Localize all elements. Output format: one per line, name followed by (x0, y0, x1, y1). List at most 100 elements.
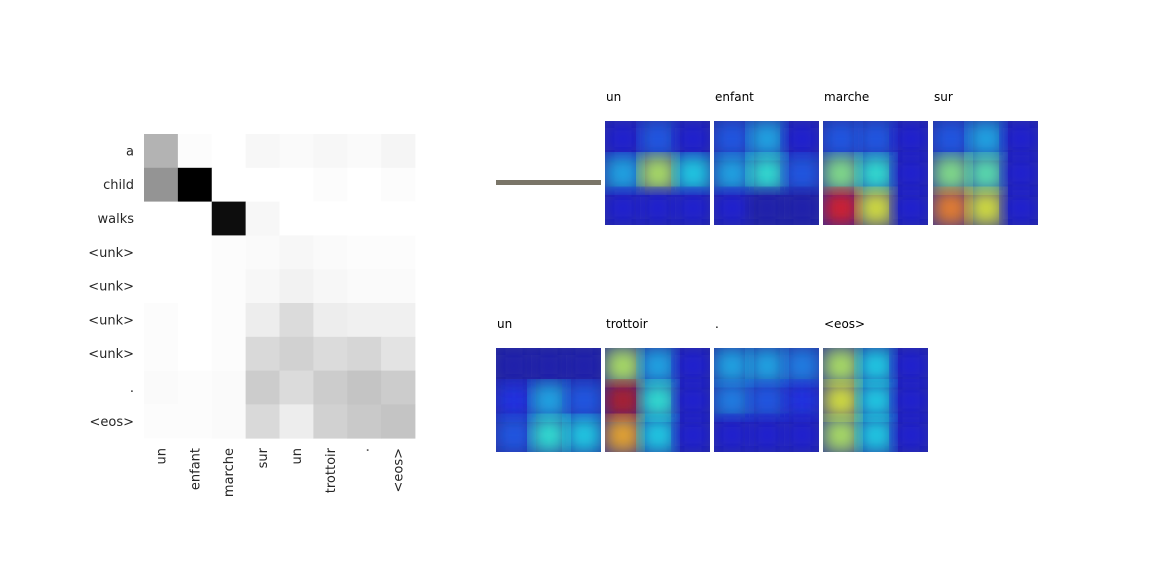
heatmap-cell (245, 404, 280, 439)
heatmap-cell (211, 235, 247, 270)
heatmap-cell (313, 336, 348, 371)
attention-cell (784, 348, 819, 384)
attention-map-tile (714, 121, 819, 225)
attention-cell (749, 382, 785, 419)
row-tick-label: child (103, 178, 134, 193)
attention-cell (823, 382, 859, 419)
attention-cell (784, 121, 819, 157)
attention-cell (823, 348, 859, 384)
heatmap-cell (347, 134, 382, 169)
attention-cell (893, 417, 928, 452)
heatmap-cell (381, 303, 416, 338)
heatmap-cell (313, 235, 348, 270)
row-tick-label: <unk> (88, 313, 134, 328)
attention-map-tile (823, 348, 928, 452)
heatmap-cell (313, 303, 348, 338)
attention-cell (749, 121, 785, 157)
attention-cell (1003, 190, 1038, 225)
heatmap-cell (177, 404, 213, 439)
heatmap-cell (177, 235, 213, 270)
attention-cell (858, 348, 894, 384)
heatmap-cell (313, 167, 348, 202)
heatmap-cell (211, 370, 247, 405)
heatmap-cell (144, 370, 179, 405)
attention-cell (893, 155, 928, 192)
attention-cell (749, 348, 785, 384)
source-image-thumbnail-bar (496, 170, 601, 185)
heatmap-cell (313, 370, 348, 405)
row-tick-label: <eos> (89, 415, 134, 430)
col-tick-label: enfant (188, 448, 203, 490)
heatmap-cell (347, 235, 382, 270)
attention-cell (823, 121, 859, 157)
attention-cell (893, 348, 928, 384)
attention-cell (858, 155, 894, 192)
attention-cell (566, 417, 601, 452)
heatmap-cell (381, 201, 416, 236)
col-tick-label: trottoir (324, 447, 339, 493)
heatmap-cell (313, 134, 348, 169)
attention-cell (566, 382, 601, 419)
attention-cell (858, 382, 894, 419)
heatmap-cell (177, 269, 213, 304)
attention-cell (968, 190, 1004, 225)
row-tick-label: a (126, 144, 134, 159)
attention-cell (968, 155, 1004, 192)
attention-cell (749, 190, 785, 225)
attention-cell (714, 121, 750, 157)
attention-map-tile (605, 348, 710, 452)
attention-cell (714, 190, 750, 225)
attention-cell (640, 155, 676, 192)
attention-cell (605, 190, 641, 225)
heatmap-cell (279, 201, 314, 236)
heatmap-cell (177, 303, 213, 338)
attention-cell (714, 155, 750, 192)
heatmap-cell (347, 303, 382, 338)
attention-map-tile (823, 121, 928, 225)
attention-cell (675, 155, 710, 192)
heatmap-cell (144, 134, 179, 169)
attention-cell (968, 121, 1004, 157)
attention-cell (640, 348, 676, 384)
attention-word-label: trottoir (606, 317, 648, 331)
col-tick-label: un (290, 448, 305, 464)
attention-cell (749, 417, 785, 452)
heatmap-cell (245, 201, 280, 236)
col-tick-label: <eos> (392, 448, 407, 493)
attention-heatmap: a child walks <unk> <unk> <unk> <unk>. <eos> un e… (88, 134, 416, 497)
attention-cell (605, 348, 641, 384)
col-tick-label: sur (256, 447, 271, 468)
col-tick-label: . (358, 448, 373, 452)
heatmap-cell (177, 134, 213, 169)
attention-cell (675, 348, 710, 384)
heatmap-cell (313, 269, 348, 304)
heatmap-cell (347, 370, 382, 405)
attention-cell (496, 417, 532, 452)
heatmap-cell (144, 167, 179, 202)
attention-cell (823, 190, 859, 225)
attention-cell (640, 121, 676, 157)
row-tick-label: walks (97, 212, 134, 227)
attention-cell (933, 121, 969, 157)
attention-cell (858, 121, 894, 157)
attention-map-tile (496, 348, 601, 452)
attention-cell (675, 382, 710, 419)
heatmap-cell (245, 303, 280, 338)
attention-cell (858, 190, 894, 225)
heatmap-cell (144, 235, 179, 270)
heatmap-cell (279, 404, 314, 439)
attention-word-label: marche (824, 90, 870, 104)
heatmap-cell (245, 370, 280, 405)
heatmap-cell (313, 404, 348, 439)
attention-cell (893, 190, 928, 225)
heatmap-cell (245, 336, 280, 371)
attention-word-label: enfant (715, 90, 754, 104)
attention-word-label: . (715, 317, 719, 331)
heatmap-cell (347, 404, 382, 439)
row-tick-label: <unk> (88, 246, 134, 261)
heatmap-cell (245, 235, 280, 270)
heatmap-cell (313, 201, 348, 236)
heatmap-cell (381, 134, 416, 169)
attention-word-label: un (497, 317, 513, 331)
attention-word-label: <eos> (824, 317, 866, 331)
